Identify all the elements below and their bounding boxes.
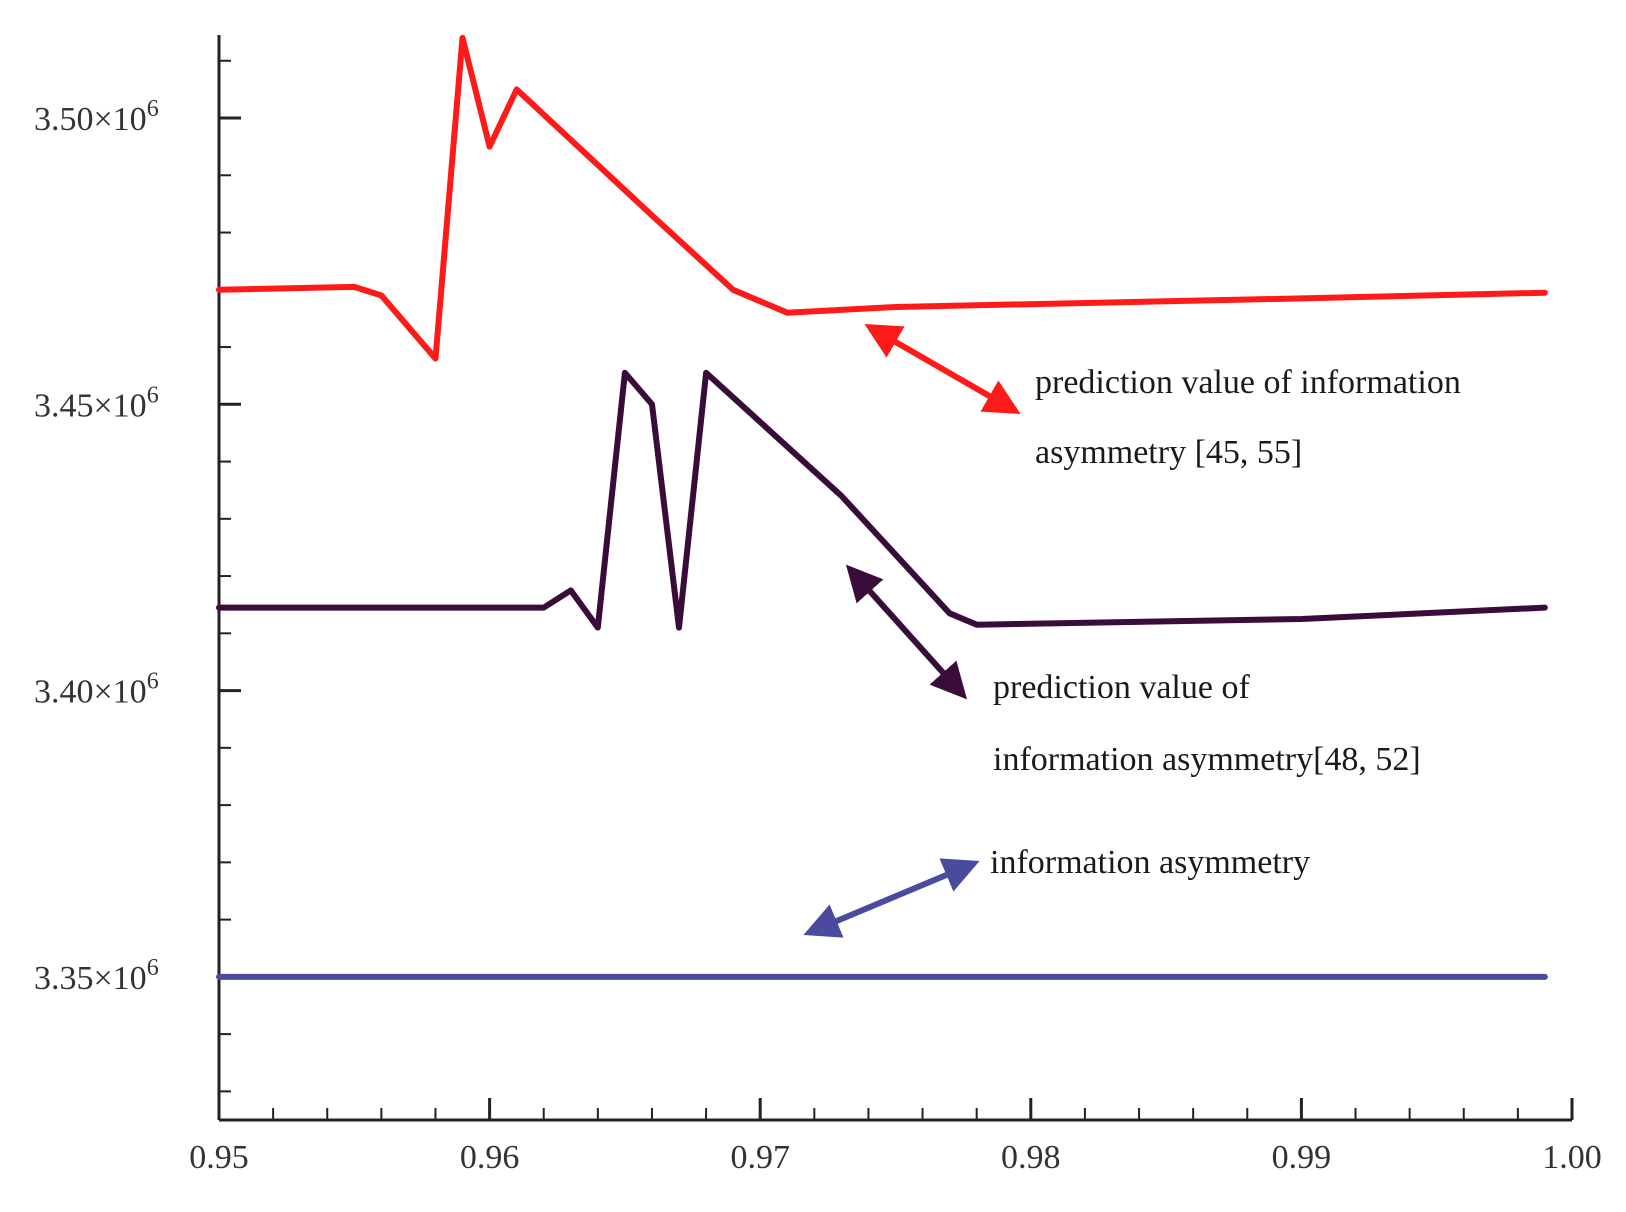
annotation-label-purple-line2: information asymmetry[48, 52] bbox=[993, 741, 1421, 778]
series-line-0 bbox=[216, 34, 1548, 362]
x-tick-label: 0.95 bbox=[189, 1139, 249, 1176]
series-lines bbox=[216, 34, 1548, 980]
annotation-label-red-line1: prediction value of information bbox=[1035, 364, 1461, 401]
y-tick-label: 3.45×106 bbox=[34, 382, 159, 424]
annotation-arrow-red bbox=[864, 324, 1021, 414]
y-tick-label: 3.40×106 bbox=[34, 669, 159, 711]
annotation-arrow-blue bbox=[803, 858, 980, 938]
minor-ticks bbox=[219, 59, 1519, 1120]
x-tick-label: 0.96 bbox=[460, 1139, 520, 1176]
x-tick-label: 1.00 bbox=[1542, 1139, 1602, 1176]
y-tick-label: 3.35×106 bbox=[34, 955, 159, 997]
annotation-label-purple-line1: prediction value of bbox=[993, 669, 1250, 706]
x-tick-label: 0.97 bbox=[730, 1139, 790, 1176]
y-ticks: 3.35×106 3.40×106 3.45×106 3.50×106 bbox=[34, 96, 241, 997]
annotation-arrow-purple bbox=[845, 564, 968, 700]
annotation-label-blue: information asymmetry bbox=[990, 844, 1310, 881]
series-line-1 bbox=[216, 369, 1548, 631]
x-tick-label: 0.99 bbox=[1272, 1139, 1332, 1176]
y-tick-label: 3.50×106 bbox=[34, 96, 159, 138]
x-ticks: 0.95 0.96 0.97 0.98 0.99 1.00 bbox=[189, 1098, 1602, 1176]
annotation-blue: information asymmetry bbox=[803, 844, 1310, 938]
x-tick-label: 0.98 bbox=[1001, 1139, 1061, 1176]
annotation-red: prediction value of information asymmetr… bbox=[864, 324, 1461, 471]
annotation-purple: prediction value of information asymmetr… bbox=[845, 564, 1421, 778]
axes bbox=[217, 35, 1572, 1122]
annotation-label-red-line2: asymmetry [45, 55] bbox=[1035, 434, 1302, 471]
